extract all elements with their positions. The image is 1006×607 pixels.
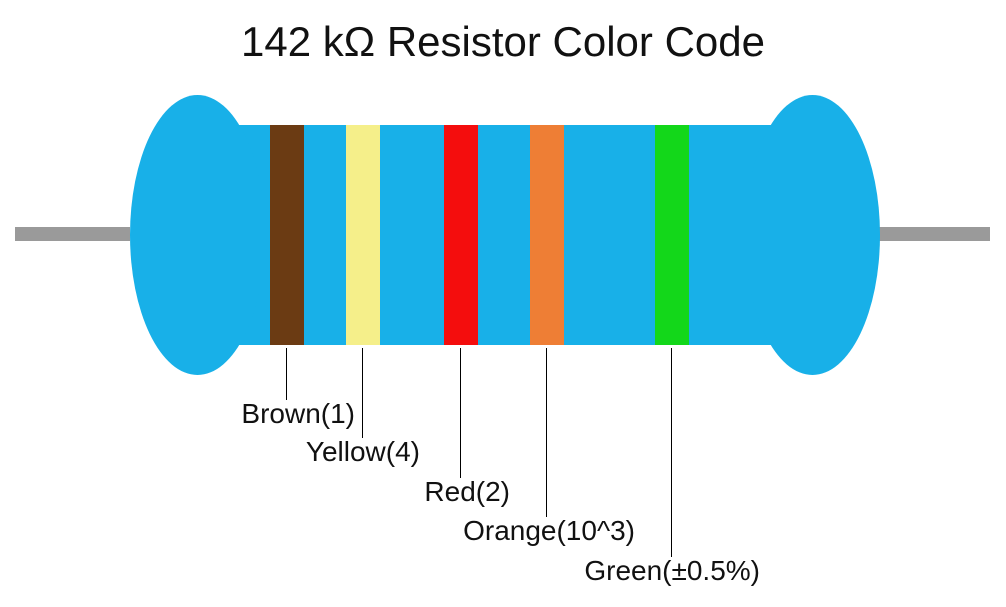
callout-line-brown xyxy=(286,348,287,400)
diagram-stage: 142 kΩ Resistor Color Code Brown(1) Yell… xyxy=(0,0,1006,607)
resistor-lead-left xyxy=(15,227,130,241)
band-4 xyxy=(530,125,564,345)
callout-orange: Orange(10^3) xyxy=(463,515,635,547)
band-2 xyxy=(346,125,380,345)
callout-line-green xyxy=(671,348,672,557)
page-title: 142 kΩ Resistor Color Code xyxy=(0,18,1006,66)
band-1 xyxy=(270,125,304,345)
callout-brown: Brown(1) xyxy=(241,398,355,430)
callout-line-orange xyxy=(546,348,547,517)
resistor-lead-right xyxy=(870,227,990,241)
callout-red: Red(2) xyxy=(424,476,510,508)
callout-yellow: Yellow(4) xyxy=(306,436,420,468)
callout-line-yellow xyxy=(362,348,363,438)
band-5 xyxy=(655,125,689,345)
band-3 xyxy=(444,125,478,345)
callout-line-red xyxy=(460,348,461,478)
resistor-endcap-left xyxy=(130,95,265,375)
resistor-endcap-right xyxy=(745,95,880,375)
callout-green: Green(±0.5%) xyxy=(584,555,760,587)
